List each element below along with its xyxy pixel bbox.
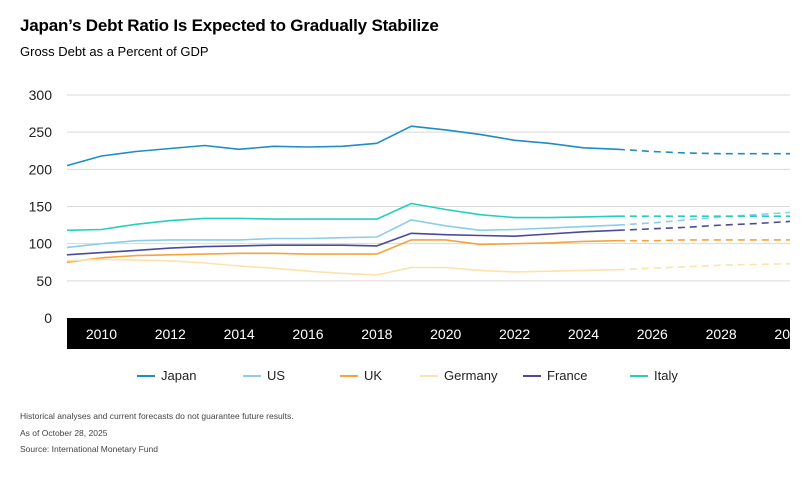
y-tick-label: 250 (29, 124, 53, 140)
legend-label: Italy (654, 368, 678, 383)
as-of-date: As of October 28, 2025 (20, 427, 108, 438)
chart-legend: Japan US UK Germany France Italy (0, 368, 810, 388)
legend-swatch (630, 374, 648, 377)
series-line-japan (66, 125, 618, 167)
legend-item-japan: Japan (137, 368, 196, 383)
line-chart: 2010 2012 2014 2016 2018 2020 2022 2024 2026 2028… (28, 87, 805, 349)
x-tick-label: 2018 (361, 326, 392, 342)
y-tick-label: 0 (44, 310, 52, 326)
legend-label: Japan (161, 368, 197, 383)
x-tick-label: 2020 (430, 326, 461, 342)
legend-label: Germany (444, 368, 498, 383)
x-tick-label: 2016 (292, 326, 323, 342)
legend-swatch (420, 374, 438, 377)
x-tick-label: 2028 (706, 326, 737, 342)
legend-item-germany: Germany (420, 368, 497, 383)
source-note: Source: International Monetary Fund (20, 444, 158, 454)
x-tick-label: 2022 (499, 326, 530, 342)
y-tick-label: 150 (29, 199, 53, 215)
chart-title: Japan’s Debt Ratio Is Expected to Gradua… (20, 16, 439, 35)
x-tick-label: 2024 (568, 326, 599, 342)
series-line-italy (66, 202, 618, 232)
y-tick-label: 100 (29, 236, 53, 252)
legend-item-france: France (523, 368, 587, 383)
chart-subtitle: Gross Debt as a Percent of GDP (20, 44, 209, 59)
x-axis-band (67, 318, 790, 349)
legend-item-us: US (243, 368, 285, 383)
series-line-france (66, 229, 618, 256)
legend-swatch (523, 374, 541, 377)
y-tick-label: 300 (29, 87, 53, 103)
x-tick-label: 2026 (637, 326, 668, 342)
disclaimer-note: Historical analyses and current forecast… (20, 411, 294, 421)
legend-swatch (243, 374, 261, 377)
legend-item-uk: UK (340, 368, 382, 383)
footnotes: Historical analyses and current forecast… (20, 408, 294, 458)
series-forecast-uk (617, 239, 790, 242)
series-forecast-us (617, 211, 791, 226)
series-line-us (66, 219, 618, 249)
series-line-germany (66, 258, 618, 276)
y-tick-label: 200 (29, 161, 53, 177)
legend-label: US (267, 368, 286, 383)
series-line-uk (66, 239, 618, 264)
x-tick-label: 2012 (155, 326, 186, 342)
y-tick-label: 50 (36, 273, 52, 289)
x-tick-label: 2014 (224, 326, 255, 342)
legend-label: France (547, 368, 588, 383)
legend-swatch (137, 374, 155, 377)
series-forecast-france (617, 220, 791, 232)
series-forecast-japan (617, 148, 790, 155)
x-tick-label: 2010 (86, 326, 117, 342)
legend-item-italy: Italy (630, 368, 678, 383)
series-forecast-germany (617, 262, 791, 271)
x-tick-label: 2030 (774, 326, 805, 342)
legend-label: UK (364, 368, 383, 383)
legend-swatch (340, 374, 358, 377)
